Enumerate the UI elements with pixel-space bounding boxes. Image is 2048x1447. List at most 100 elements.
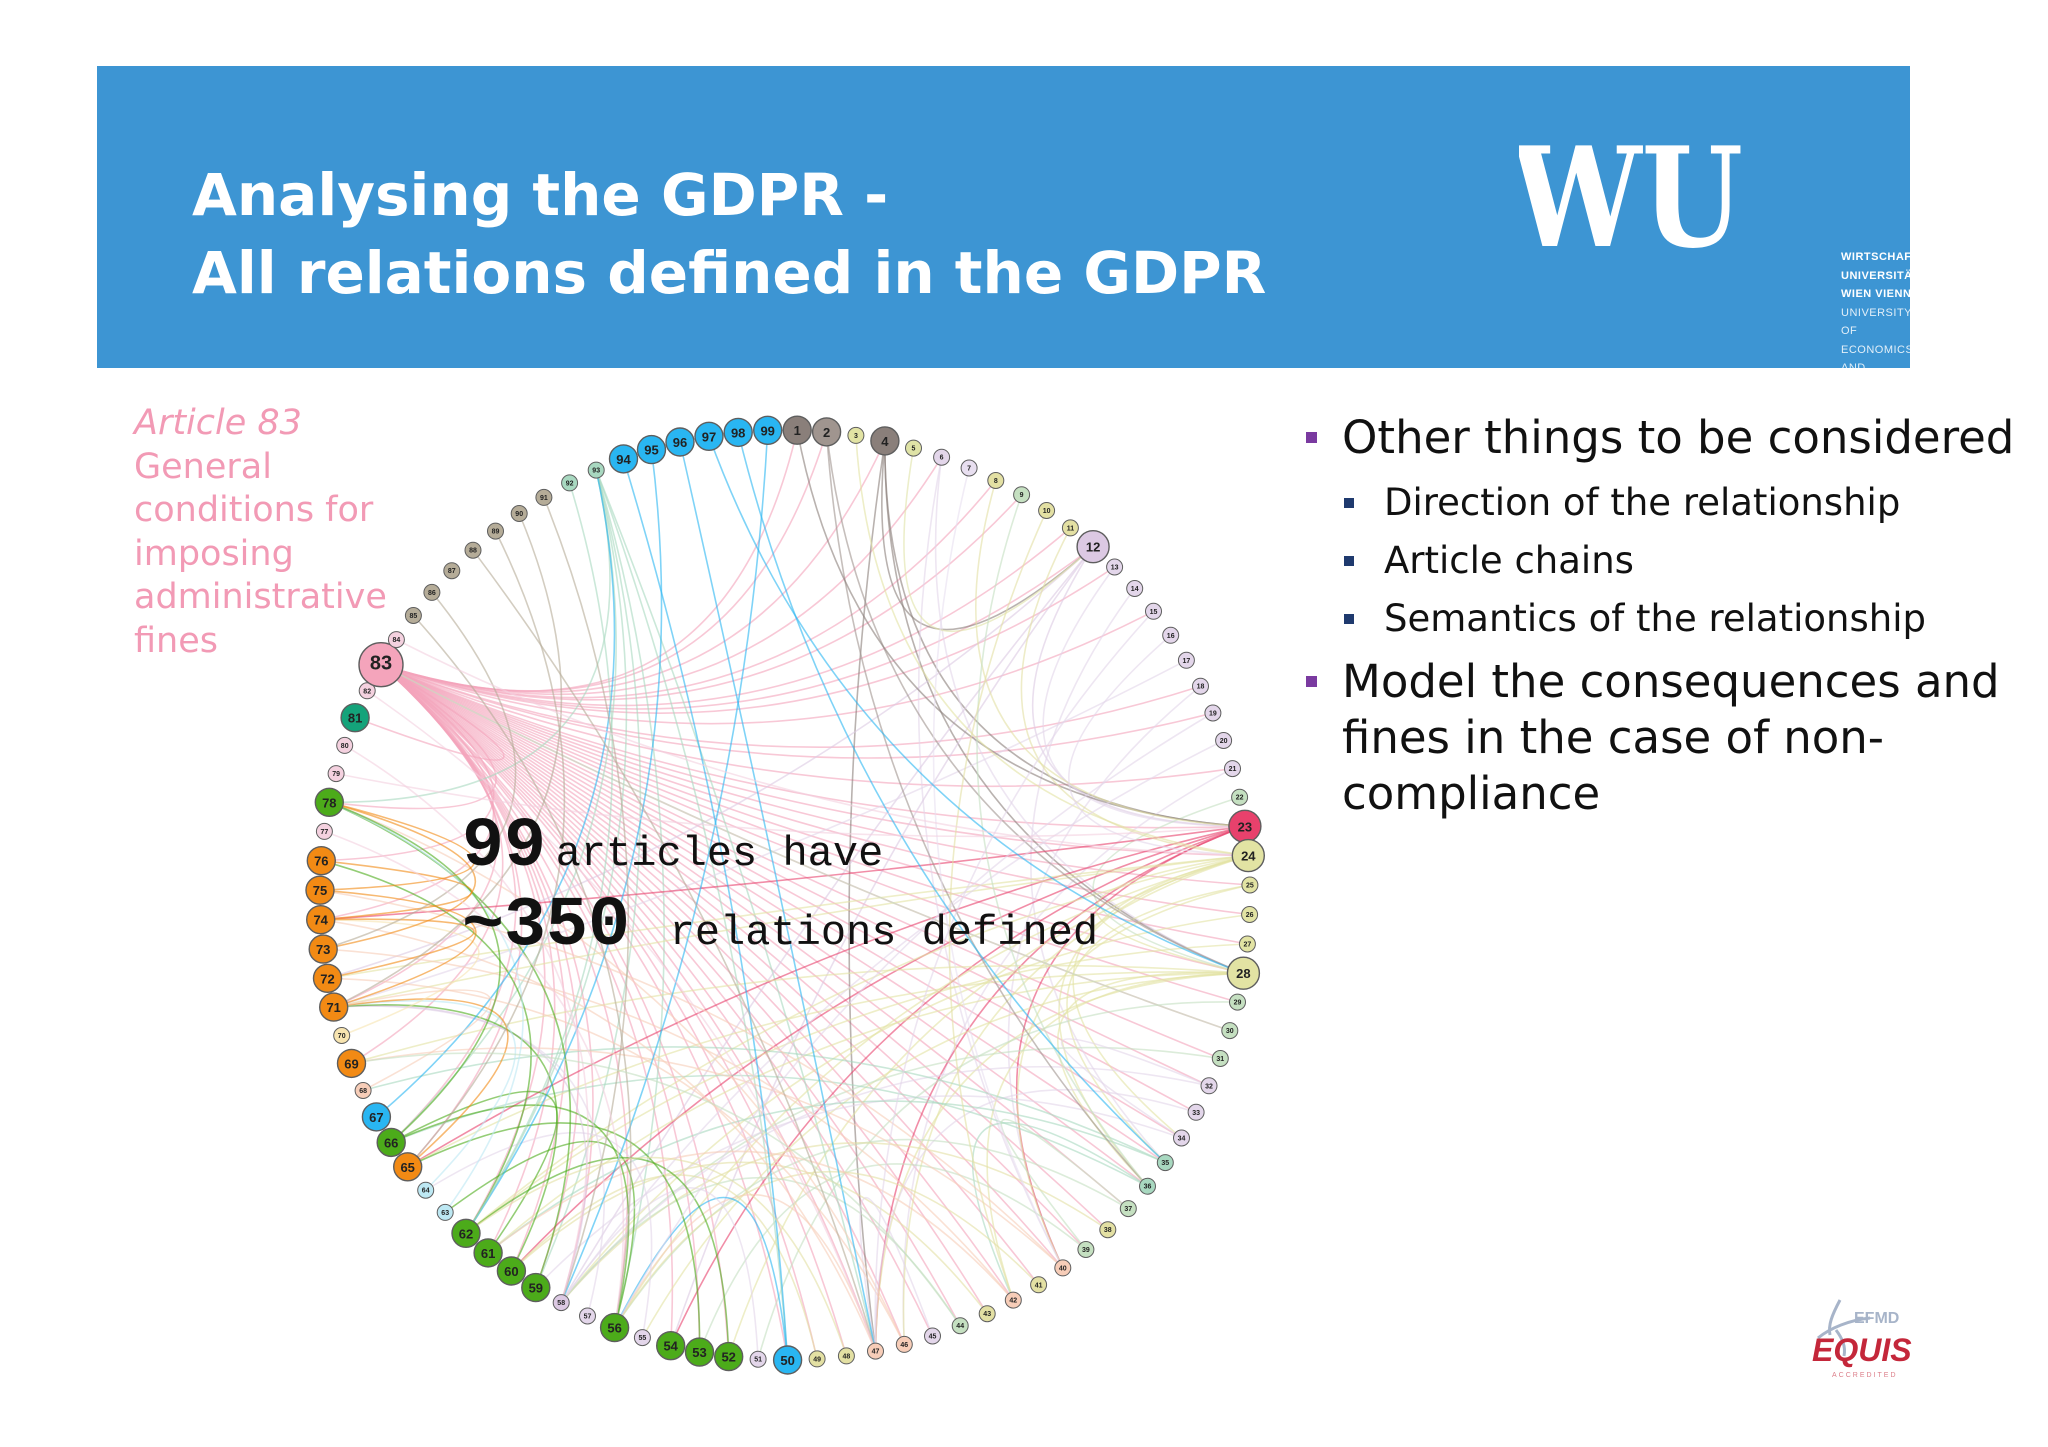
logo-line: UNIVERSITY OF [1841,306,1912,338]
article-node-circle [895,1335,913,1353]
article-node-label: 72 [320,971,334,986]
article-node: 88 [464,541,482,559]
article-node-label: 97 [702,429,716,444]
relation-edge [320,918,475,980]
article-node-label: 8 [994,478,998,485]
article-node-circle [924,1327,941,1345]
sub-bullet-text: Direction of the relationship [1384,481,1901,524]
relation-edge [380,664,961,1327]
article-node-circle [772,1345,803,1375]
article-node-label: 60 [504,1264,518,1279]
relation-edge [351,1052,961,1327]
relation-edge [329,469,611,804]
article-node-circle [665,427,695,457]
article-node-circle [312,963,343,993]
article-node-label: 65 [400,1160,414,1175]
article-node-circle [1139,1177,1156,1195]
relation-edge [708,436,1244,974]
article-node-circle [579,1307,596,1325]
article-description-line: administrative [134,577,387,617]
article-node-circle [753,415,783,445]
article-node: 28 [1226,956,1261,990]
logo-line: ECONOMICS [1841,343,1914,356]
article-node-circle [1145,602,1162,620]
relation-edge [380,566,1116,714]
article-node-label: 10 [1043,508,1051,515]
article-node: 7 [960,459,978,477]
article-node-label: 3 [854,433,858,440]
relation-edge [1042,566,1245,828]
article-node-label: 94 [616,452,631,467]
article-node-circle [1054,1259,1072,1277]
relation-edge [613,1171,1040,1329]
article-node-label: 52 [721,1350,735,1365]
logo-line: WIEN VIENNA [1841,288,1920,300]
article-node: 61 [473,1238,503,1268]
article-node: 89 [487,522,504,540]
article-node-label: 53 [692,1345,706,1360]
article-node: 64 [417,1181,435,1199]
article-node-circle [333,1027,351,1044]
article-node-circle [587,461,605,479]
relation-edge [669,825,1246,1347]
relation-edge [825,431,1244,974]
article-node-label: 46 [900,1342,908,1349]
relation-edge [698,1163,1087,1353]
article-node-label: 78 [322,795,336,810]
relation-edge [380,663,1214,759]
article-node-circle [1192,677,1209,695]
article-node: 35 [1156,1154,1174,1172]
article-node-label: 7 [967,466,971,473]
article-node-label: 18 [1197,684,1205,691]
article-node-circle [1030,1276,1048,1294]
article-node-circle [535,488,553,506]
logo-text: WIRTSCHAFTS UNIVERSITÄT WIEN VIENNA UNIV… [1841,248,1927,396]
article-node-circle [714,1341,744,1372]
article-node: 73 [308,934,338,964]
article-node-circle [443,562,461,580]
relation-edge [465,1156,848,1357]
article-node-circle [1162,626,1180,644]
article-node-circle [1013,486,1031,504]
article-node: 8 [987,472,1005,489]
relation-edge [560,739,1224,1304]
article-node: 26 [1241,906,1259,923]
article-node: 36 [1139,1177,1156,1195]
article-node-circle [358,682,376,700]
article-node-label: 41 [1035,1282,1043,1289]
article-node: 94 [608,444,639,474]
article-node: 77 [315,822,333,840]
relation-edge [380,610,1154,725]
article-node: 39 [1077,1241,1095,1258]
relation-edge [903,447,1094,633]
article-node: 62 [451,1218,481,1249]
article-node-circle [1204,704,1222,722]
article-node: 78 [314,787,344,817]
article-node: 12 [1076,530,1110,564]
article-node: 58 [552,1294,570,1312]
bullet-text: Other things to be considered [1342,411,2015,464]
article-node-circle [521,1272,551,1303]
article-node-label: 77 [321,829,329,836]
article-node-circle [1226,956,1261,990]
relation-edge [487,972,1244,1254]
relation-edge [333,664,499,1008]
relation-edge [425,1131,653,1338]
article-node-label: 22 [1236,795,1244,802]
relation-edge [932,467,1064,1269]
relation-edge [324,830,625,1328]
article-node: 55 [633,1329,651,1347]
relation-edge [510,1161,988,1315]
article-node-label: 63 [441,1210,449,1217]
relation-edge [407,971,1244,1168]
relation-edge [560,1187,759,1360]
slide-title: Analysing the GDPR - All relations defin… [192,156,1266,312]
article-node: 21 [1224,760,1241,778]
article-node-label: 91 [540,495,548,502]
article-node: 90 [510,505,528,522]
article-node: 57 [579,1307,596,1325]
article-node: 15 [1145,602,1162,620]
relation-edge [329,801,906,1345]
article-node-label: 20 [1220,738,1228,745]
article-node-label: 25 [1246,883,1254,890]
